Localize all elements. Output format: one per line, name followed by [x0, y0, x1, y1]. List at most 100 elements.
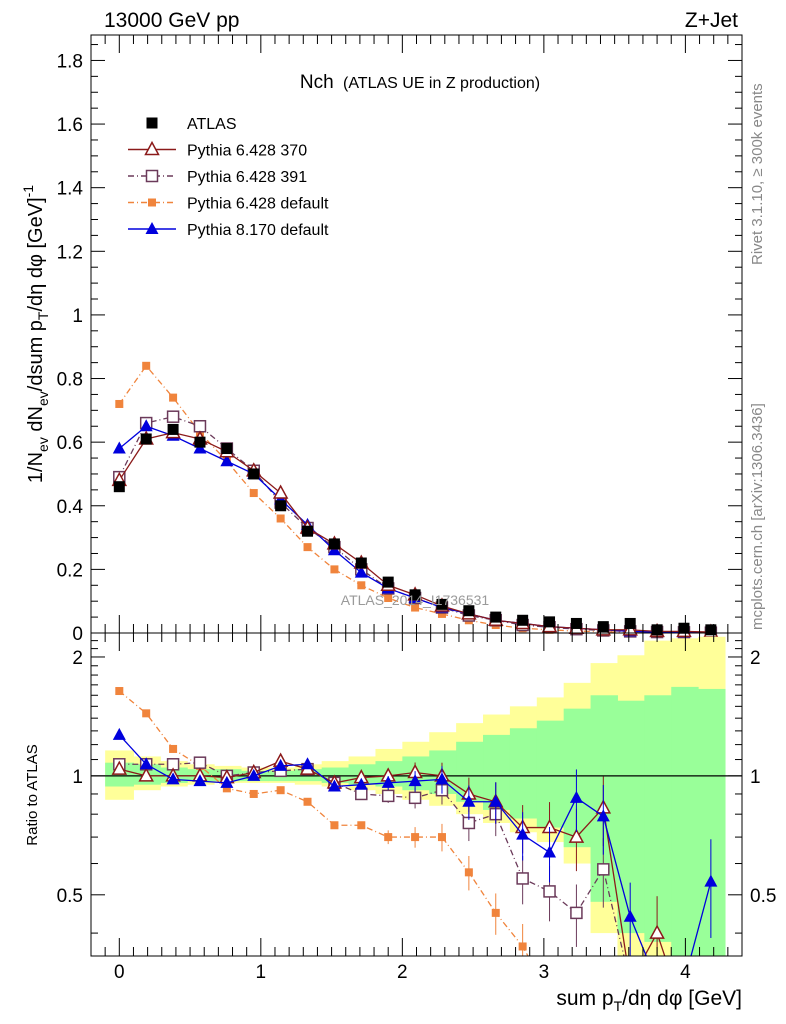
y-tick-label: 1 [72, 306, 83, 327]
main-series-line [118, 364, 711, 634]
main-data-point [570, 617, 582, 629]
ratio-data-point [649, 924, 665, 939]
watermark: ATLAS_2014_I1736531 [341, 592, 490, 608]
legend: ATLAS Pythia 6.428 370 Pythia 6.428 391 Pyt… [128, 116, 329, 239]
ratio-data-point [381, 775, 395, 788]
main-data-point [194, 436, 206, 448]
ratio-band-inner [563, 708, 592, 848]
ratio-data-point [249, 789, 258, 798]
ratio-data-point [166, 772, 180, 785]
ratio-data-point [276, 786, 285, 795]
ratio-data-point [411, 833, 420, 842]
y-tick-label: 0.6 [57, 433, 83, 454]
legend-item: ATLAS [146, 116, 237, 133]
ratio-uncertainty-bands [91, 636, 742, 956]
ratio-band-inner [536, 720, 565, 828]
ratio-data-point [301, 757, 315, 770]
y-tick-label: 0.4 [57, 497, 84, 518]
process-label: Z+Jet [685, 9, 738, 32]
legend-marker [146, 117, 158, 129]
main-data-point [169, 393, 178, 402]
ratio-data-point [489, 794, 503, 807]
main-data-point [490, 611, 502, 623]
main-data-point [705, 624, 717, 636]
title-main: Nch [300, 72, 334, 93]
main-data-point [139, 419, 153, 432]
main-data-point [382, 576, 394, 588]
energy-label: 13000 GeV pp [104, 9, 239, 32]
ratio-band-inner [617, 700, 645, 934]
main-data-point [276, 514, 285, 523]
legend-item: Pythia 6.428 default [128, 196, 329, 213]
x-tick-label: 1 [256, 962, 267, 983]
ratio-y-tick-label-right: 2 [750, 648, 761, 669]
main-data-point [142, 361, 151, 370]
chart-title: Nch (ATLAS UE in Z production) [300, 72, 540, 93]
y-tick-label: 1.4 [57, 179, 84, 200]
legend-marker [145, 222, 159, 234]
main-data-point [166, 410, 180, 423]
ratio-data-point [274, 758, 288, 771]
main-data-point [303, 543, 312, 552]
main-data-point [354, 565, 368, 578]
main-data-point [384, 594, 393, 603]
ratio-data-point [408, 791, 422, 805]
main-axis-ticks: 0 0.2 0.4 0.6 0.8 1 1.2 1.4 1.6 1.8 [57, 35, 742, 645]
main-data-point [167, 423, 179, 435]
main-data-point [517, 614, 529, 626]
legend-label: Pythia 6.428 370 [187, 143, 307, 160]
main-data-point [115, 399, 124, 408]
x-tick-label: 2 [397, 962, 408, 983]
x-tick-label: 4 [680, 962, 691, 983]
legend-marker [144, 140, 160, 156]
main-data-point [409, 589, 421, 601]
main-data-point [330, 565, 339, 574]
main-data-point [248, 468, 260, 480]
ratio-data-point [491, 908, 500, 917]
legend-marker [145, 169, 159, 183]
ratio-data-point [384, 833, 393, 842]
main-data-point [249, 489, 258, 498]
x-axis-label: sum pT/dη dφ [GeV] [556, 987, 742, 1014]
main-data-point [113, 481, 125, 493]
ratio-data-point [303, 797, 312, 806]
y-tick-label: 1.8 [57, 51, 83, 72]
main-panel: 0 0.2 0.4 0.6 0.8 1 1.2 1.4 1.6 1.8 Nch (ATLAS UE… [20, 34, 743, 645]
ratio-data-point [543, 845, 557, 858]
ratio-data-point [354, 777, 368, 790]
ratio-data-point [355, 787, 368, 801]
mcplots-label: mcplots.cern.ch [arXiv:1306.3436] [749, 403, 766, 630]
ratio-data-point [543, 885, 556, 898]
x-tick-label: 3 [539, 962, 550, 983]
ratio-y-tick-label: 2 [72, 648, 83, 669]
legend-label: Pythia 6.428 default [187, 196, 329, 213]
legend-marker [148, 198, 156, 207]
y-tick-label: 1.2 [57, 242, 83, 263]
main-data-point [411, 603, 420, 612]
x-tick-label: 0 [114, 962, 125, 983]
legend-item: Pythia 6.428 370 [128, 140, 307, 160]
main-data-point [436, 598, 448, 610]
main-data-point [357, 581, 366, 590]
ratio-data-point [115, 687, 124, 696]
ratio-data-point [193, 774, 207, 787]
y-axis-label: 1/Nev dNev/dsum pT/dη dφ [GeV]-1 [20, 185, 51, 483]
main-series-0 [113, 423, 717, 636]
main-data-point [193, 419, 207, 433]
ratio-data-point [142, 709, 151, 718]
ratio-data-point [623, 909, 637, 922]
main-series-layer [111, 361, 719, 639]
main-data-point [437, 609, 446, 618]
title-sub: (ATLAS UE in Z production) [343, 75, 540, 92]
legend-label: Pythia 6.428 391 [187, 169, 307, 186]
ratio-band-inner [671, 686, 699, 956]
ratio-y-label: Ratio to ATLAS [24, 744, 41, 845]
ratio-data-point [437, 833, 446, 842]
ratio-data-point [408, 774, 422, 787]
ratio-series-layer [111, 687, 718, 956]
ratio-y-tick-label: 0.5 [57, 886, 83, 907]
main-data-point [221, 443, 233, 455]
ratio-band-inner [509, 728, 538, 819]
ratio-data-point [596, 809, 610, 822]
